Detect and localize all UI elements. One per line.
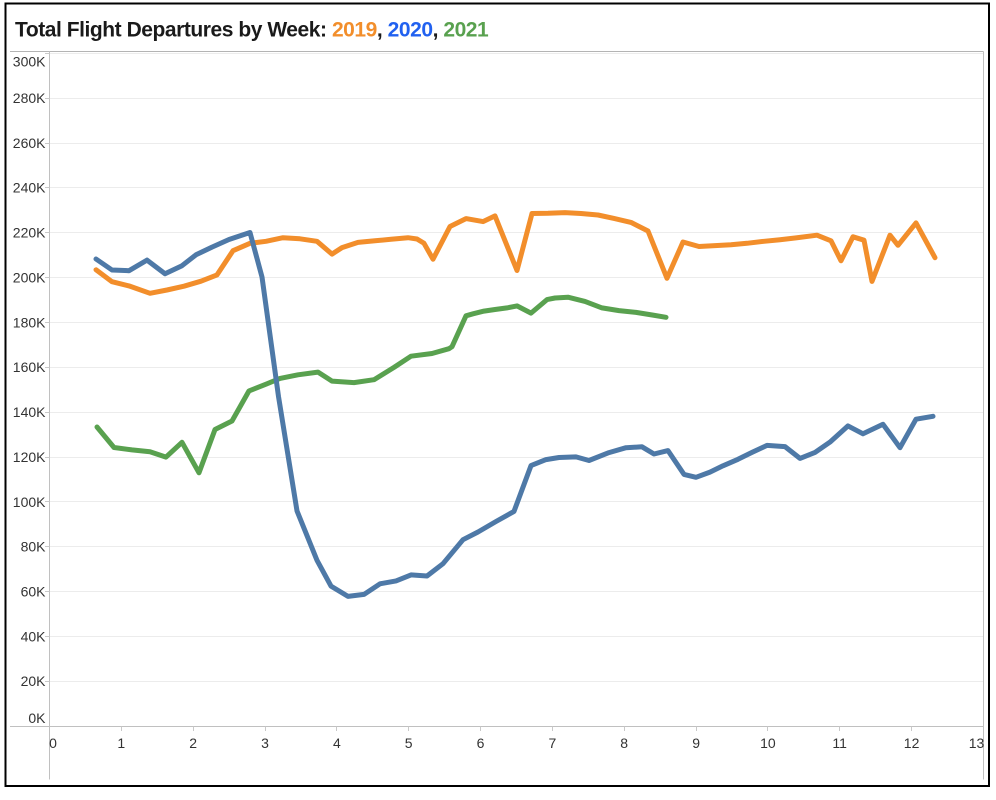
svg-text:13: 13	[969, 735, 985, 751]
svg-text:80K: 80K	[21, 539, 47, 555]
svg-text:6: 6	[477, 735, 485, 751]
svg-text:160K: 160K	[13, 359, 46, 375]
svg-text:220K: 220K	[13, 225, 46, 241]
svg-text:200K: 200K	[13, 269, 46, 285]
svg-text:240K: 240K	[13, 180, 46, 196]
svg-text:260K: 260K	[13, 135, 46, 151]
svg-text:60K: 60K	[21, 584, 47, 600]
svg-text:5: 5	[405, 735, 413, 751]
svg-text:180K: 180K	[13, 314, 46, 330]
svg-text:4: 4	[333, 735, 341, 751]
svg-text:10: 10	[760, 735, 776, 751]
svg-text:8: 8	[620, 735, 628, 751]
svg-text:11: 11	[832, 735, 847, 751]
svg-text:140K: 140K	[13, 404, 46, 420]
svg-text:0: 0	[49, 735, 57, 751]
svg-text:7: 7	[549, 735, 557, 751]
svg-text:1: 1	[117, 735, 125, 751]
svg-text:12: 12	[904, 735, 920, 751]
svg-text:3: 3	[261, 735, 269, 751]
svg-text:300K: 300K	[13, 53, 46, 69]
svg-text:9: 9	[692, 735, 700, 751]
svg-text:0K: 0K	[28, 710, 46, 726]
svg-text:280K: 280K	[13, 90, 46, 106]
svg-text:40K: 40K	[21, 628, 47, 644]
svg-text:20K: 20K	[21, 673, 47, 689]
svg-text:100K: 100K	[13, 494, 46, 510]
svg-text:2: 2	[189, 735, 197, 751]
svg-text:120K: 120K	[13, 449, 46, 465]
svg-text:Total Flight Departures by Wee: Total Flight Departures by Week: 2019, 2…	[15, 19, 489, 42]
